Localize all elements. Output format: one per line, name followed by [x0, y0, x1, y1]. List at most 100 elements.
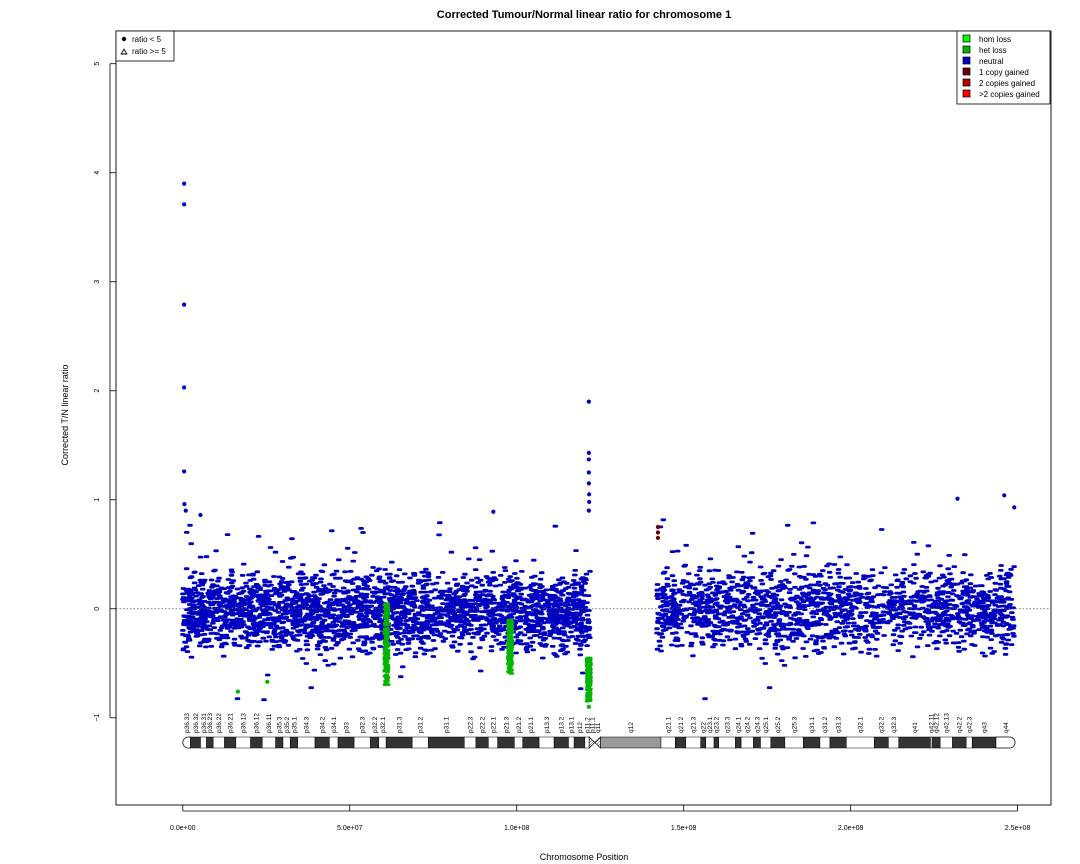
ideogram-band-p22.1	[488, 736, 498, 749]
ideogram-label-p36.13: p36.13	[241, 713, 248, 733]
shape-legend-label-0: ratio < 5	[132, 35, 162, 44]
y-tick-label-3: 2	[94, 389, 101, 393]
ideogram-label-p32.3: p32.3	[360, 716, 367, 733]
ideogram-band-p36.23	[206, 736, 214, 749]
outlier-point-2	[182, 302, 187, 307]
segment-points-1	[654, 518, 1017, 701]
outlier-point-3	[182, 385, 187, 390]
ideogram-band-q31.1	[802, 736, 821, 749]
ideogram-label-q25.2: q25.2	[775, 716, 782, 733]
ideogram-band-q42.2	[952, 736, 967, 749]
ideogram-band-q21.2	[675, 736, 686, 749]
ideogram-band-p36.33	[182, 736, 191, 749]
x-axis-label: Chromosome Position	[540, 852, 629, 862]
ideogram-label-p36.12: p36.12	[254, 713, 261, 733]
outlier-point-9	[265, 679, 270, 684]
ideogram-label-p36.21: p36.21	[228, 713, 235, 733]
ideogram-label-p22.3: p22.3	[467, 716, 474, 733]
filled-circle-icon	[121, 36, 127, 42]
color-legend-box	[956, 30, 1051, 105]
ideogram-label-p34.3: p34.3	[304, 716, 311, 733]
ideogram-label-p36.23: p36.23	[207, 713, 214, 733]
outlier-points	[182, 181, 1017, 709]
legend-swatch-3	[962, 67, 971, 76]
y-tick-label-0: −1	[94, 714, 101, 722]
data-layer	[180, 181, 1017, 709]
ideogram-label-p21.1: p21.1	[528, 716, 535, 733]
ideogram-band-q24.2	[740, 736, 754, 749]
ideogram-label-q42.11: q42.11	[929, 713, 936, 733]
ideogram-band-q25.3	[784, 736, 804, 749]
ideogram-label-q25.3: q25.3	[791, 716, 798, 733]
ideogram-band-q12	[600, 736, 662, 749]
legend-swatch-5	[962, 89, 971, 98]
ideogram-label-p32.2: p32.2	[372, 716, 379, 733]
legend-swatch-1	[962, 45, 971, 54]
ideogram-label-q23.3: q23.3	[724, 716, 731, 733]
ideogram-band-q44	[995, 736, 1016, 749]
ideogram-label-p33: p33	[343, 722, 350, 733]
x-tick-label-1: 5.0e+07	[337, 825, 363, 832]
ideogram-band-p34.1	[329, 736, 339, 749]
ideogram-label-p13.3: p13.3	[544, 716, 551, 733]
ideogram-label-p11.2: p11.2	[584, 717, 591, 733]
ideogram-label-p36.22: p36.22	[216, 713, 223, 733]
ideogram-band-p36.21	[224, 736, 237, 749]
ideogram-label-q42.12: q42.12	[933, 713, 940, 733]
ideogram-band-q24.1	[735, 736, 742, 749]
y-axis-label: Corrected T/N linear ratio	[60, 365, 70, 466]
x-tick-label-2: 1.0e+08	[504, 825, 530, 832]
legend-label-4: 2 copies gained	[979, 79, 1035, 88]
ideogram-band-p35.1	[290, 736, 298, 749]
ideogram-band-p13.3	[538, 736, 555, 749]
outlier-point-11	[586, 450, 591, 455]
ideogram-label-p12: p12	[577, 722, 584, 733]
x-tick-label-3: 1.5e+08	[671, 825, 697, 832]
ideogram-band-p11.2	[584, 736, 590, 749]
open-triangle-icon	[120, 48, 128, 55]
ideogram-label-p35.2: p35.2	[284, 716, 291, 733]
outlier-point-21	[1002, 493, 1007, 498]
x-tick-label-0: 0.0e+00	[170, 825, 196, 832]
ideogram-band-q25.1	[760, 736, 772, 749]
ideogram-band-p31.3	[385, 736, 413, 749]
ideogram-band-p21.3	[497, 736, 515, 749]
shape-legend-box	[115, 30, 175, 62]
ideogram-label-p22.2: p22.2	[480, 716, 487, 733]
ideogram-label-q42.2: q42.2	[957, 716, 964, 733]
ideogram-band-p22.3	[464, 736, 477, 749]
outlier-point-7	[198, 512, 203, 518]
ideogram-band-p34.2	[314, 736, 330, 749]
ideogram-band-q25.2	[770, 736, 786, 749]
ideogram-band-p32.3	[353, 736, 371, 749]
outlier-point-4	[182, 469, 187, 474]
ideogram-band-p36.12	[250, 736, 263, 749]
y-tick-label-2: 1	[94, 498, 101, 502]
ideogram-band-q24.3	[753, 736, 761, 749]
segment-points-0	[180, 521, 593, 702]
ideogram-band-p13.1	[568, 736, 575, 749]
ideogram-band-q42.3	[965, 736, 973, 749]
ideogram-band-p35.2	[282, 736, 291, 749]
ideogram-label-q11: q11	[595, 722, 602, 733]
ideogram-label-p31.1: p31.1	[444, 716, 451, 733]
ideogram-band-p36.11	[262, 736, 276, 749]
outlier-point-8	[235, 689, 240, 694]
ideogram-label-p31.3: p31.3	[397, 716, 404, 733]
outlier-point-16	[587, 499, 592, 505]
ideogram-band-q22	[700, 736, 706, 749]
axes: 0.0e+00 5.0e+07 1.0e+08 1.5e+08 2.0e+08 2.5e+…	[94, 30, 1052, 832]
het-loss-cluster-2	[584, 656, 593, 703]
gain-point-0	[655, 524, 661, 530]
outlier-point-17	[586, 508, 591, 513]
ideogram-label-p36.32: p36.32	[193, 713, 200, 733]
ideogram-label-p11.1: p11.1	[589, 717, 596, 733]
ideogram-label-q24.2: q24.2	[745, 716, 752, 733]
ideogram-label-q32.2: q32.2	[879, 716, 886, 733]
ideogram-band-p36.32	[190, 736, 201, 749]
y-tick-label-6: 5	[94, 62, 101, 66]
gain-point-2	[655, 535, 661, 541]
ideogram-label-q24.1: q24.1	[736, 716, 743, 733]
legend-label-3: 1 copy gained	[979, 68, 1029, 77]
